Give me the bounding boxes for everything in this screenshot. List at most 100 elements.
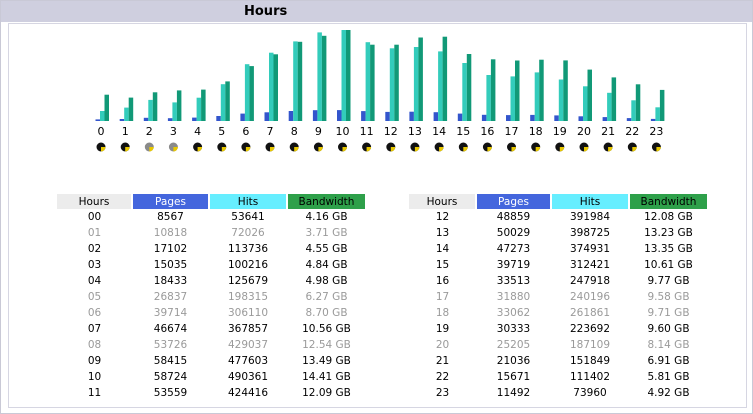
pages-bar (240, 113, 245, 121)
table-row: 19 30333 223692 9.60 GB (409, 321, 708, 337)
table-row: 03 15035 100216 4.84 GB (57, 257, 366, 273)
hour-tick-label: 23 (649, 125, 663, 138)
bandwidth-bar (563, 60, 568, 121)
hour-cell: 10 (87, 371, 102, 383)
hour-tick-label: 20 (577, 125, 591, 138)
bandwidth-cell: 5.81 GB (647, 371, 690, 383)
pages-bar (361, 111, 366, 121)
clock-icon (289, 142, 299, 152)
bandwidth-cell: 12.54 GB (302, 339, 351, 351)
hits-cell: 240196 (569, 291, 611, 303)
hits-bar (413, 47, 419, 121)
bandwidth-bar (201, 89, 206, 121)
hits-cell: 53641 (231, 211, 265, 223)
clock-icon (144, 142, 154, 152)
clock-icon (507, 142, 516, 152)
hour-tick-label: 7 (267, 125, 274, 138)
bandwidth-bar (152, 92, 158, 121)
pages-bar (554, 115, 559, 121)
hours-table-right: Hours Pages Hits Bandwidth 12 48859 391984… (409, 194, 709, 401)
bandwidth-bar (539, 59, 544, 121)
hits-bar (317, 32, 322, 121)
clock-icon (651, 142, 661, 152)
bandwidth-cell: 10.56 GB (302, 323, 351, 335)
hour-cell: 01 (87, 227, 102, 239)
hour-tick-label: 6 (242, 125, 249, 138)
hour-cell: 13 (435, 227, 450, 239)
bandwidth-cell: 8.70 GB (305, 307, 348, 319)
table-header-row: Hours Pages Hits Bandwidth (57, 194, 367, 209)
hits-cell: 429037 (227, 339, 269, 351)
hits-bar (293, 41, 298, 121)
column-header-bandwidth: Bandwidth (287, 194, 367, 209)
hour-cell: 18 (435, 307, 450, 319)
hour-cell: 21 (435, 355, 450, 367)
bandwidth-bar (370, 44, 375, 122)
hour-tick-label: 10 (336, 125, 350, 138)
table-row: 04 18433 125679 4.98 GB (57, 273, 366, 289)
panel-body: 0 1 2 3 4 5 6 7 8 9 10 11 12 13 14 15 16 17 18 19 20 21 22 23 H… (8, 23, 747, 408)
hits-bar (365, 42, 371, 122)
bandwidth-cell: 12.09 GB (302, 387, 351, 399)
table-row: 14 47273 374931 13.35 GB (409, 241, 708, 257)
pages-cell: 30333 (496, 323, 531, 335)
pages-bar (433, 112, 439, 121)
hour-tick-label: 21 (601, 125, 615, 138)
hits-bar (220, 84, 226, 121)
bandwidth-cell: 4.92 GB (647, 387, 690, 399)
clock-icon (193, 142, 203, 152)
panel-title: Hours (244, 4, 288, 19)
table-row: 06 39714 306110 8.70 GB (57, 305, 366, 321)
pages-cell: 39714 (153, 307, 188, 319)
pages-cell: 46674 (153, 323, 188, 335)
hits-cell: 111402 (569, 371, 611, 383)
hits-cell: 424416 (227, 387, 269, 399)
hour-cell: 12 (435, 211, 450, 223)
hits-cell: 312421 (569, 259, 611, 271)
bandwidth-bar (442, 36, 448, 122)
table-row: 17 31880 240196 9.58 GB (409, 289, 708, 305)
pages-cell: 33513 (496, 275, 531, 287)
table-row: 22 15671 111402 5.81 GB (409, 369, 708, 385)
bandwidth-cell: 6.91 GB (647, 355, 690, 367)
bandwidth-bar (490, 59, 496, 121)
pages-cell: 21036 (496, 355, 531, 367)
hits-bar (438, 51, 443, 121)
pages-bar (143, 117, 149, 121)
clock-icon (531, 142, 541, 152)
bandwidth-cell: 8.14 GB (647, 339, 690, 351)
clock-icon (627, 142, 637, 152)
hour-cell: 15 (435, 259, 450, 271)
pages-bar (312, 110, 318, 121)
hour-tick-label: 2 (146, 125, 153, 138)
pages-bar (578, 116, 583, 121)
bandwidth-cell: 13.49 GB (302, 355, 351, 367)
hits-bar (269, 52, 274, 122)
hour-cell: 20 (435, 339, 450, 351)
column-header-hits: Hits (209, 194, 288, 209)
table-row: 18 33062 261861 9.71 GB (409, 305, 708, 321)
pages-bar (602, 117, 608, 121)
table-row: 01 10818 72026 3.71 GB (57, 225, 366, 241)
bandwidth-bar (273, 54, 278, 121)
pages-bar (192, 117, 197, 121)
hour-cell: 04 (87, 275, 102, 287)
hits-cell: 247918 (569, 275, 611, 287)
bandwidth-cell: 14.41 GB (302, 371, 351, 383)
hits-cell: 367857 (227, 323, 269, 335)
table-row: 20 25205 187109 8.14 GB (409, 337, 708, 353)
pages-cell: 8567 (157, 211, 184, 223)
hits-bar (486, 75, 491, 121)
hits-cell: 198315 (227, 291, 269, 303)
bandwidth-bar (515, 60, 520, 121)
hits-bar (100, 111, 105, 121)
column-header-pages: Pages (132, 194, 210, 209)
hits-bar (462, 63, 467, 121)
hits-cell: 391984 (569, 211, 611, 223)
hits-cell: 223692 (569, 323, 611, 335)
hits-bar (389, 48, 395, 121)
pages-bar (216, 116, 221, 121)
hour-tick-label: 11 (360, 125, 374, 138)
bandwidth-bar (418, 37, 423, 121)
